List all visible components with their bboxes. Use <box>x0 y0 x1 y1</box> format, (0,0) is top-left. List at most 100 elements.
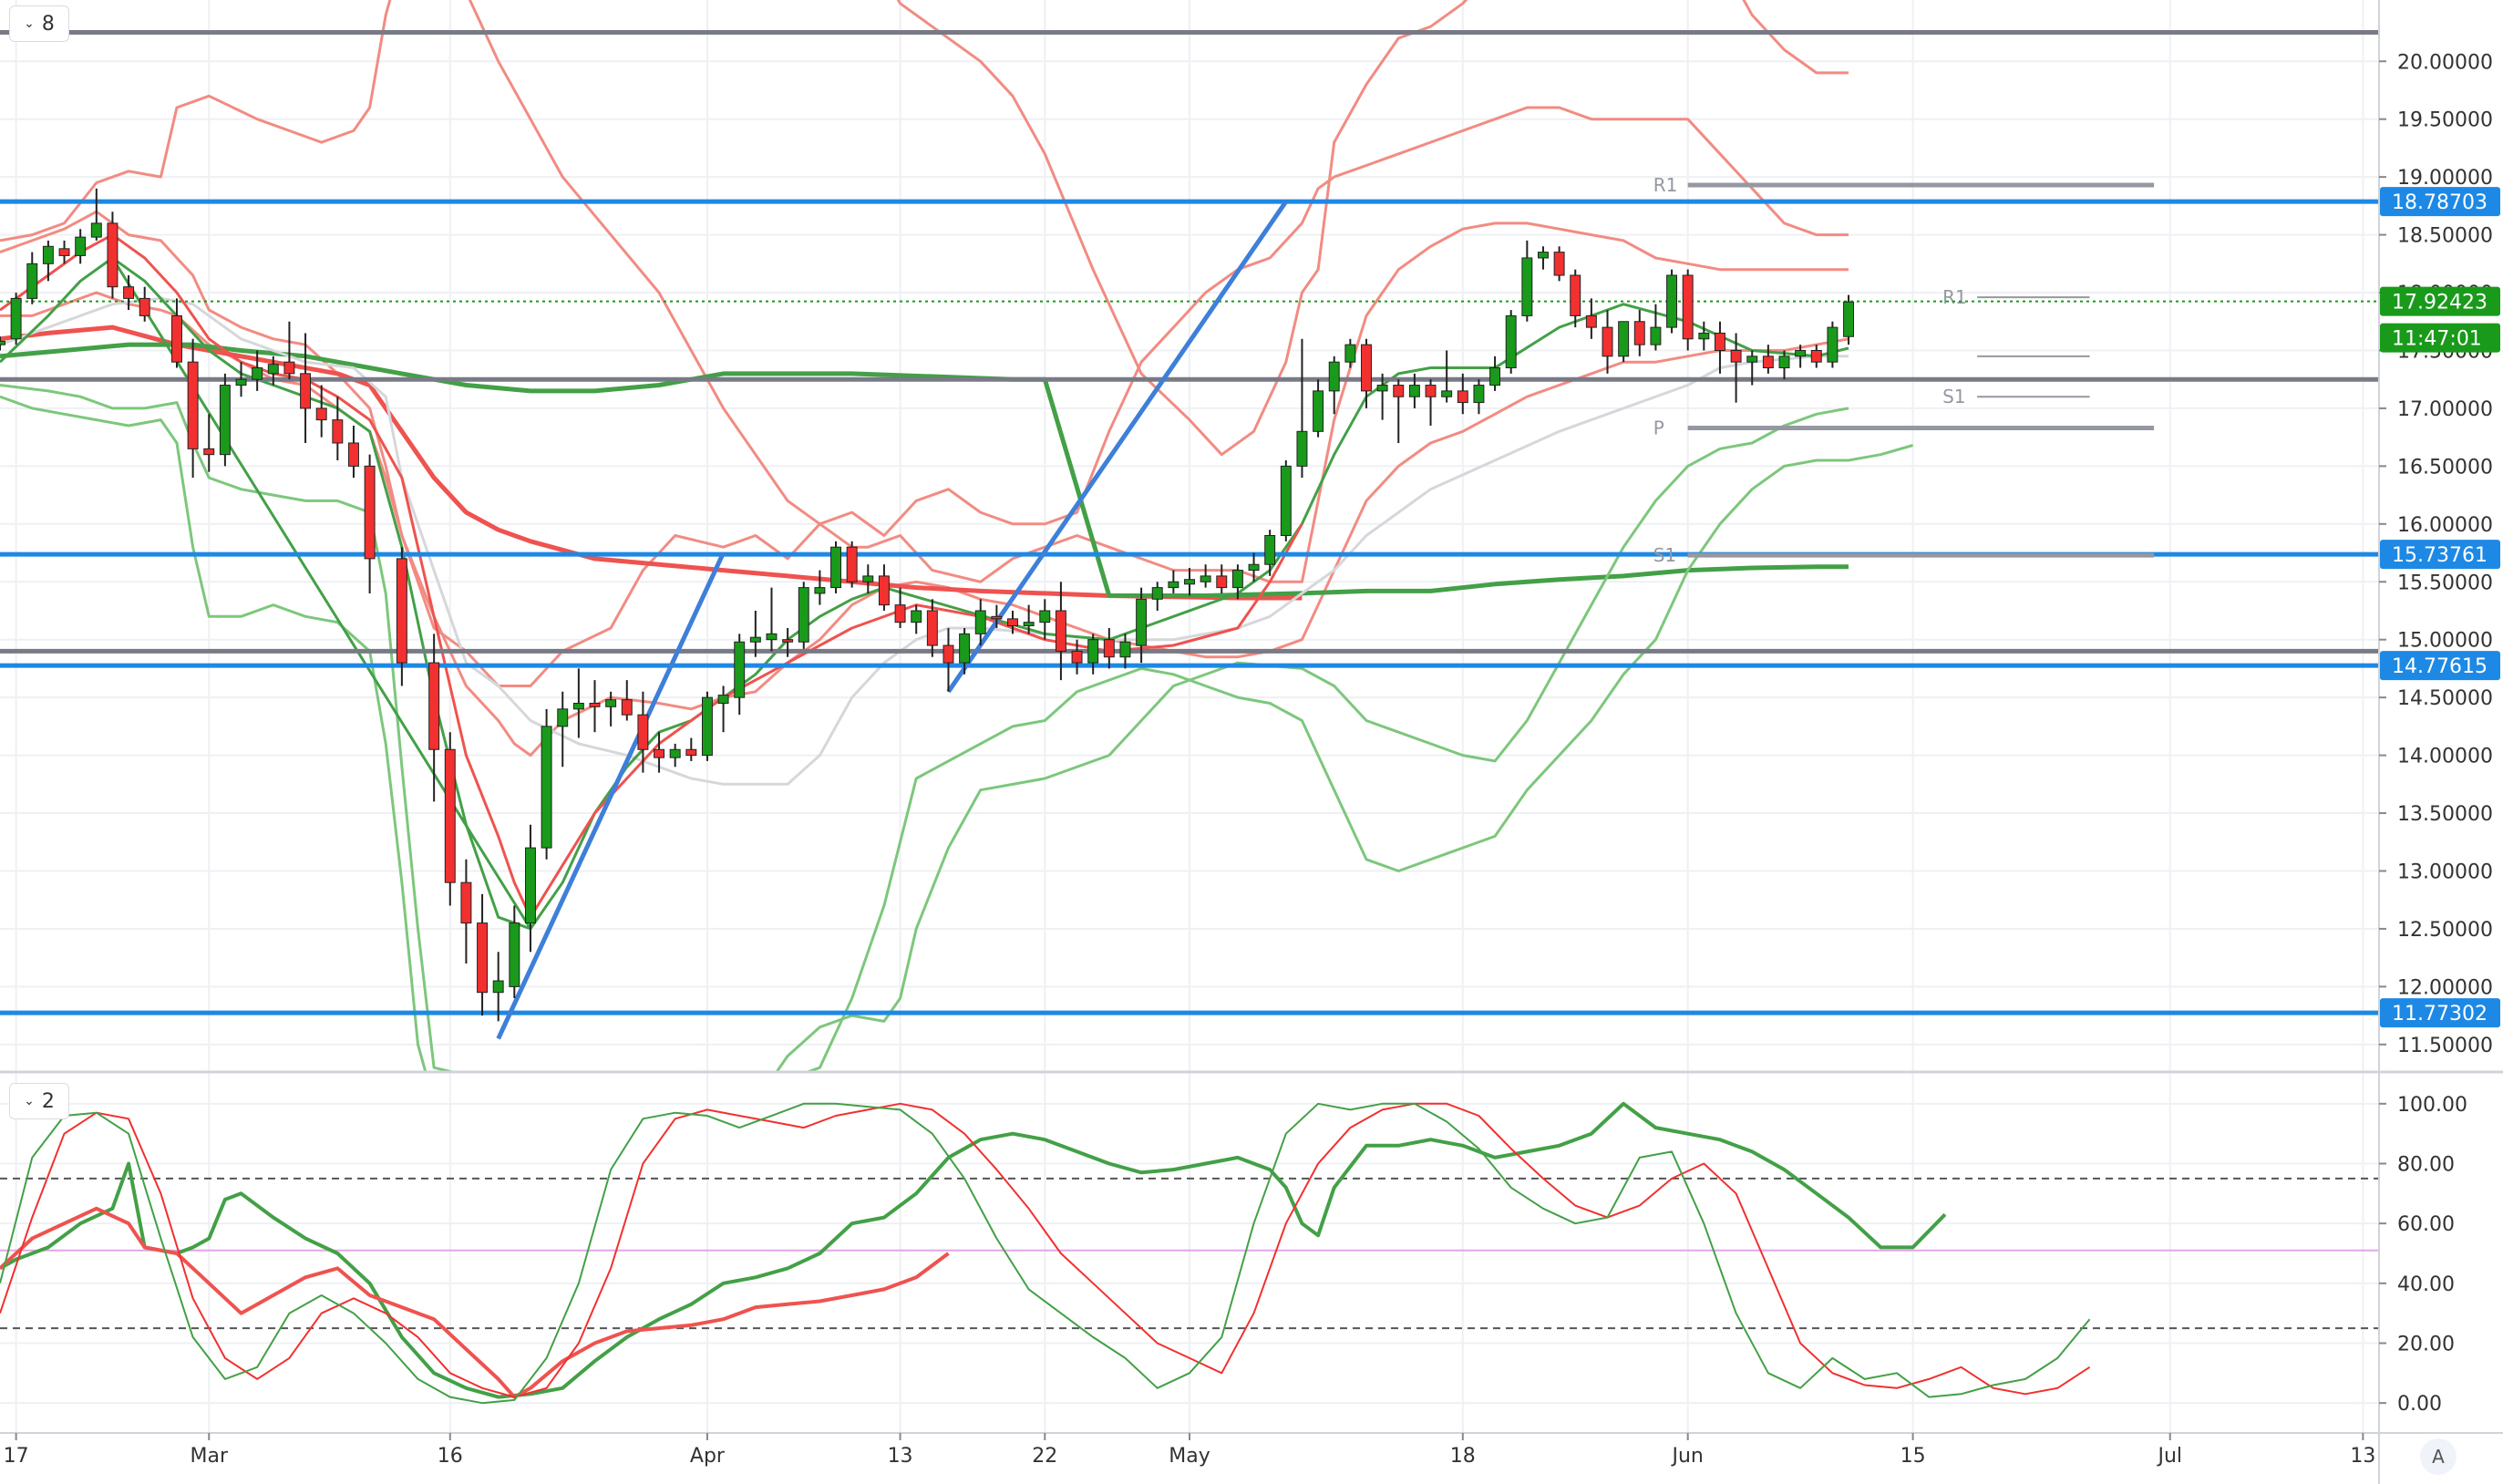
price-tick-label: 14.00000 <box>2397 746 2493 768</box>
osc-series-line <box>0 1101 1947 1399</box>
candle-body <box>1843 301 1855 337</box>
candle-body <box>348 442 359 467</box>
candle-body <box>364 465 376 560</box>
osc-tick-label: 40.00 <box>2397 1273 2455 1296</box>
candle-body <box>1633 321 1645 345</box>
candle-body <box>1650 326 1662 345</box>
auto-scale-button[interactable]: A <box>2420 1438 2457 1475</box>
candle-body <box>315 407 327 421</box>
pivot-label: R1 <box>1942 286 1967 308</box>
candle-body <box>734 641 746 698</box>
time-tick-label: Mar <box>190 1445 228 1468</box>
osc-series-line <box>0 1206 950 1399</box>
price-pane[interactable]: R1 P S1 R1 S1 <box>0 0 2379 1102</box>
candle-body <box>766 633 778 641</box>
candle-body <box>717 695 729 704</box>
price-pane-collapse-button[interactable]: ⌄ 8 <box>9 5 69 42</box>
candle-body <box>1810 349 1822 363</box>
candle-body <box>1103 639 1115 658</box>
time-tick-label: 13 <box>2350 1445 2375 1468</box>
candle-body <box>267 364 279 375</box>
candle-body <box>1505 314 1517 369</box>
candle-body <box>1795 349 1807 357</box>
candle-body <box>187 361 199 449</box>
candle-body <box>1296 430 1308 467</box>
price-tick-label: 11.50000 <box>2397 1035 2493 1057</box>
candle-body <box>782 639 794 643</box>
price-tick-label: 17.00000 <box>2397 398 2493 421</box>
candle-body <box>283 361 295 375</box>
osc-series-line <box>0 1102 2091 1405</box>
candle-body <box>1585 314 1597 328</box>
pivot-label: R1 <box>1653 174 1678 196</box>
last-price-badge-bg <box>2380 286 2500 316</box>
candle-body <box>235 378 247 386</box>
trend-line[interactable] <box>496 551 726 1040</box>
candle-body <box>1746 356 1758 363</box>
level-price-badge: 18.78703 <box>2392 191 2488 214</box>
pivot-label: S1 <box>1942 386 1965 407</box>
osc-tick-label: 80.00 <box>2397 1154 2455 1177</box>
candle-body <box>1200 575 1211 582</box>
overlay-line <box>0 210 1849 687</box>
price-tick-label: 16.50000 <box>2397 456 2493 479</box>
level-price-badge-bg <box>2380 540 2500 570</box>
candle-body <box>701 696 713 757</box>
overlay-line <box>0 342 1849 598</box>
candle-body <box>1698 332 1710 340</box>
level-price-badge-bg <box>2380 651 2500 681</box>
candle-body <box>1666 274 1678 328</box>
price-tick-label: 15.50000 <box>2397 572 2493 594</box>
candle-body <box>332 419 344 444</box>
candle-body <box>26 263 38 299</box>
candle-body <box>75 236 87 256</box>
candle-body <box>814 587 826 594</box>
candle-body <box>1602 326 1613 357</box>
candle-body <box>1730 349 1742 363</box>
candle-body <box>492 980 504 994</box>
price-tick-label: 20.00000 <box>2397 51 2493 74</box>
candle-body <box>846 546 858 582</box>
candle-body <box>1778 356 1790 369</box>
candle-body <box>1618 321 1630 357</box>
time-tick-label: Jul <box>2156 1445 2182 1468</box>
candle-body <box>798 587 809 643</box>
candle-body <box>1682 274 1694 340</box>
candle-body <box>123 286 135 299</box>
time-tick-label: May <box>1169 1445 1210 1468</box>
candle-body <box>830 546 841 589</box>
candle-body <box>1248 563 1260 572</box>
candle-body <box>685 748 697 757</box>
osc-pane-collapse-button[interactable]: ⌄ 2 <box>9 1083 69 1119</box>
candle-body <box>1055 610 1066 652</box>
candle-body <box>959 633 971 664</box>
candle-body <box>1344 344 1356 363</box>
oscillator-pane[interactable] <box>0 1101 2379 1405</box>
trend-line[interactable] <box>946 200 1288 694</box>
level-price-badge-bg <box>2380 187 2500 217</box>
overlay-line <box>896 0 1849 457</box>
price-pane-indicator-count: 8 <box>41 12 55 36</box>
candle-body <box>1313 390 1324 432</box>
candle-body <box>42 245 54 264</box>
chevron-down-icon: ⌄ <box>24 1094 35 1108</box>
time-tick-label: 17 <box>4 1445 29 1468</box>
candle-body <box>1473 385 1485 404</box>
osc-tick-label: 0.00 <box>2397 1393 2442 1416</box>
candle-body <box>1119 641 1131 658</box>
time-tick-label: 15 <box>1900 1445 1926 1468</box>
candle-body <box>300 373 312 409</box>
candle-body <box>58 248 70 256</box>
candle-body <box>1151 587 1163 600</box>
candle-body <box>926 610 938 646</box>
candle-body <box>1087 639 1099 664</box>
price-tick-label: 13.50000 <box>2397 803 2493 826</box>
candle-body <box>1393 385 1405 397</box>
candle-body <box>1553 252 1565 276</box>
candle-body <box>1328 361 1340 392</box>
candle-body <box>396 558 407 664</box>
candle-body <box>1039 610 1051 623</box>
time-tick-label: 16 <box>438 1445 463 1468</box>
chevron-down-icon: ⌄ <box>24 16 35 31</box>
